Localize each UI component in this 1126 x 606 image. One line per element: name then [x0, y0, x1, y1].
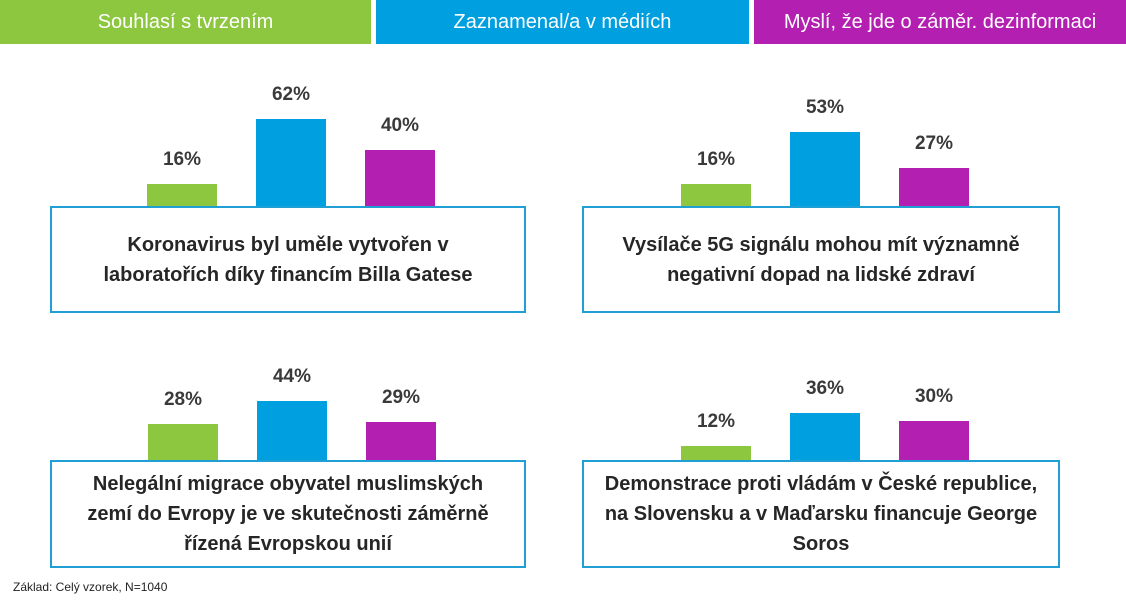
bar-agree: [148, 423, 218, 463]
bar-disinfo: [366, 422, 436, 463]
legend-media-label: Zaznamenal/a v médiích: [453, 10, 672, 33]
bar-disinfo: [899, 421, 969, 463]
value-label-disinfo: 29%: [381, 387, 421, 409]
bar-disinfo: [365, 150, 435, 206]
value-label-agree: 16%: [696, 148, 736, 170]
value-label-media: 62%: [271, 84, 311, 106]
value-label-agree: 12%: [696, 411, 736, 433]
statement-text: Koronavirus byl uměle vytvořen v laborat…: [103, 233, 473, 286]
legend-agree: Souhlasí s tvrzením: [0, 0, 371, 44]
statement-text: Demonstrace proti vládám v České republi…: [604, 473, 1038, 555]
bar-media: [257, 401, 327, 463]
value-label-agree: 28%: [163, 388, 203, 410]
bar-media: [790, 131, 860, 206]
bar-agree: [147, 183, 217, 206]
bar-disinfo: [899, 168, 969, 206]
legend-disinfo: Myslí, že jde o záměr. dezinformaci: [754, 0, 1126, 44]
statement-box: Nelegální migrace obyvatel muslimských z…: [50, 460, 526, 568]
value-label-disinfo: 30%: [914, 386, 954, 407]
legend-disinfo-label: Myslí, že jde o záměr. dezinformaci: [783, 10, 1097, 33]
bar-media: [256, 119, 326, 206]
statement-box: Koronavirus byl uměle vytvořen v laborat…: [50, 206, 526, 313]
statement-text: Vysílače 5G signálu mohou mít významně n…: [622, 233, 1020, 286]
value-label-media: 53%: [805, 96, 845, 118]
value-label-disinfo: 27%: [914, 133, 954, 155]
value-label-media: 44%: [272, 366, 312, 388]
statement-text: Nelegální migrace obyvatel muslimských z…: [87, 473, 489, 555]
value-label-disinfo: 40%: [380, 115, 420, 136]
bar-media: [790, 412, 860, 463]
value-label-media: 36%: [805, 377, 845, 399]
bar-agree: [681, 183, 751, 206]
legend-agree-label: Souhlasí s tvrzením: [97, 10, 274, 33]
value-label-agree: 16%: [162, 148, 202, 170]
statement-box: Vysílače 5G signálu mohou mít významně n…: [582, 206, 1060, 313]
legend-media: Zaznamenal/a v médiích: [376, 0, 749, 44]
bar-agree: [681, 446, 751, 463]
footnote: Základ: Celý vzorek, N=1040: [13, 580, 168, 594]
statement-box: Demonstrace proti vládám v České republi…: [582, 460, 1060, 568]
